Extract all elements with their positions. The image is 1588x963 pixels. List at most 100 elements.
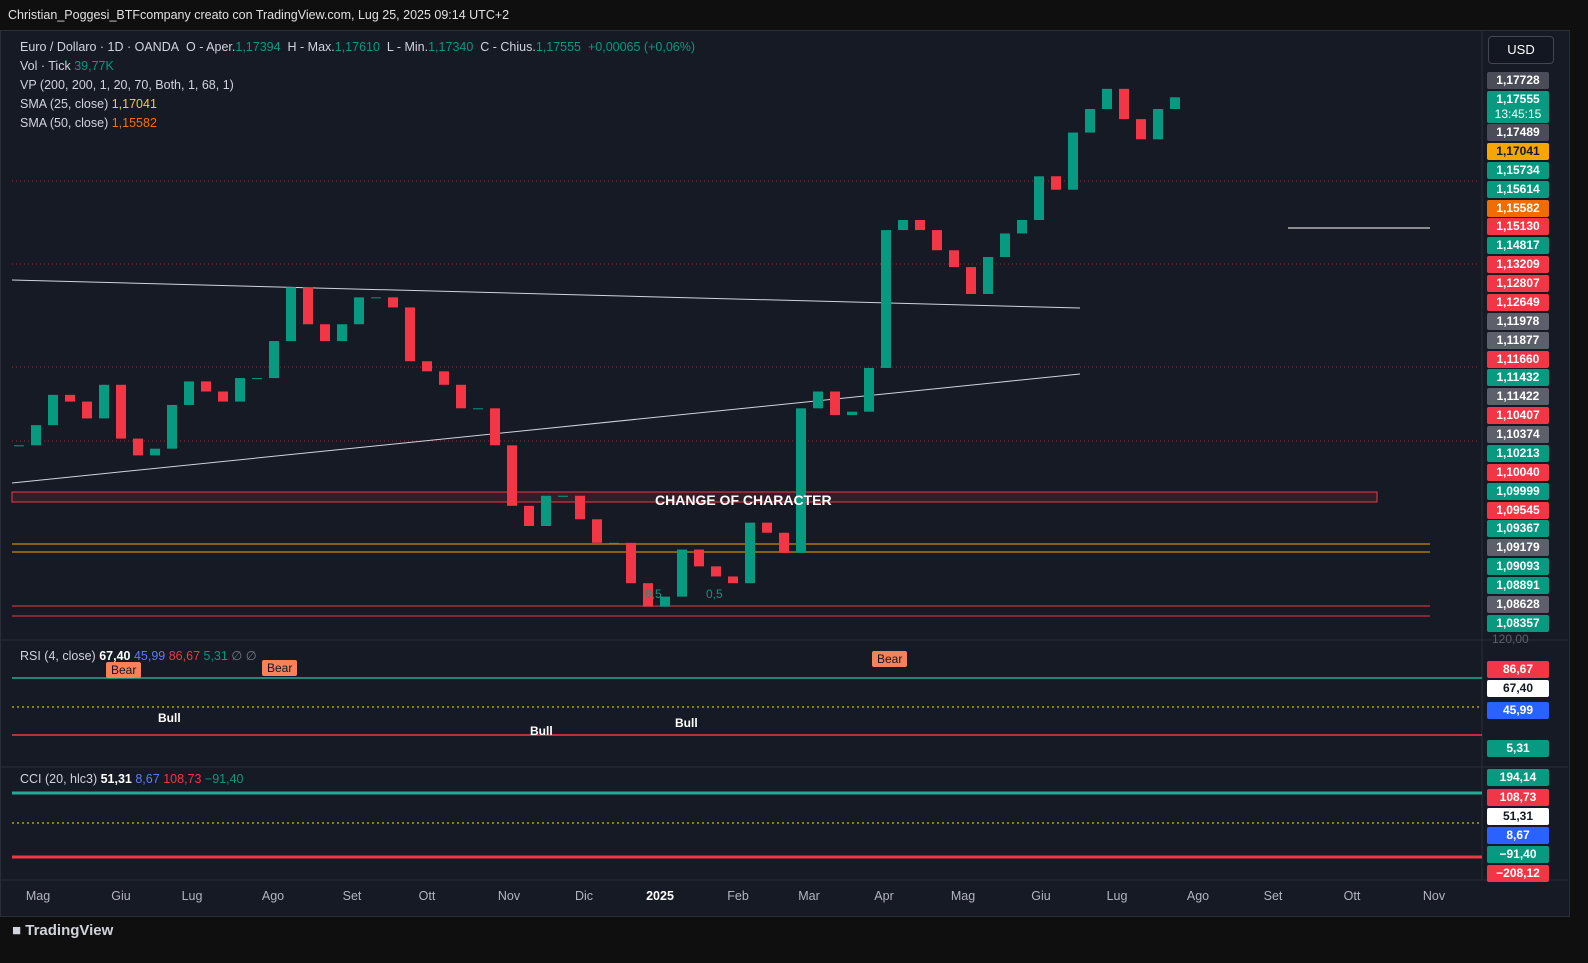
cci-label: 194,14 — [1487, 769, 1549, 786]
candle — [1068, 132, 1078, 190]
currency-button[interactable]: USD — [1488, 36, 1554, 64]
indicator-legend: SMA (50, close) 1,15582 — [20, 116, 157, 130]
cci-label: 51,31 — [1487, 808, 1549, 825]
candle — [1034, 176, 1044, 220]
candle — [966, 267, 976, 294]
candle — [677, 549, 687, 597]
price-label: 1,10213 — [1487, 444, 1549, 462]
price-label: 1,11422 — [1487, 388, 1549, 406]
candle — [847, 411, 857, 416]
candle — [1136, 119, 1146, 140]
price-label: 1,10040 — [1487, 463, 1549, 481]
candle — [1085, 109, 1095, 133]
indicator-legend: Vol · Tick 39,77K — [20, 59, 114, 73]
candle — [711, 566, 721, 577]
time-label: Mar — [798, 889, 820, 903]
price-label: 1,09179 — [1487, 539, 1549, 557]
cci-label: −208,12 — [1487, 865, 1549, 882]
bull-label: Bull — [675, 716, 698, 730]
cci-label: 8,67 — [1487, 827, 1549, 844]
candle — [371, 297, 381, 299]
candle — [133, 438, 143, 456]
candle — [235, 378, 245, 402]
indicator-name: VP (200, 200, 1, 20, 70, Both, 1, 68, 1) — [20, 78, 234, 92]
cci-value: 51,31 — [100, 772, 132, 786]
l-label: L - Min. — [386, 40, 429, 54]
price-label: 1,09999 — [1487, 482, 1549, 500]
time-label: 2025 — [646, 889, 674, 903]
symbol: Euro / Dollaro · 1D · OANDA — [20, 40, 180, 54]
price-label: 1,17489 — [1487, 124, 1549, 141]
time-label: Ago — [261, 889, 285, 903]
time-label: Apr — [874, 889, 894, 903]
candle — [983, 256, 993, 294]
bull-label: Bull — [158, 711, 181, 725]
candle — [626, 542, 636, 584]
candle — [745, 522, 755, 584]
fib-label: 0,5 — [706, 587, 723, 601]
price-label: 1,11877 — [1487, 331, 1549, 349]
price-label: 1,10374 — [1487, 426, 1549, 444]
rsi-label: 86,67 — [1487, 661, 1549, 678]
candle — [320, 324, 330, 342]
cci-label: −91,40 — [1487, 846, 1549, 863]
rsi-name: RSI (4, close) — [20, 649, 96, 663]
candle — [439, 371, 449, 385]
candle — [286, 287, 296, 342]
candle — [1153, 109, 1163, 140]
candle — [1051, 176, 1061, 190]
candle — [82, 401, 92, 419]
candle — [694, 549, 704, 567]
rsi-value: 5,31 — [203, 649, 228, 663]
time-label: Giu — [111, 889, 131, 903]
price-label: 1,15582 — [1487, 199, 1549, 217]
rsi-value: 67,40 — [99, 649, 131, 663]
price-label: 1,12807 — [1487, 275, 1549, 293]
candle — [337, 324, 347, 342]
candle — [116, 384, 126, 439]
time-label: Lug — [181, 889, 203, 903]
candle — [201, 381, 211, 392]
rsi-label: 5,31 — [1487, 740, 1549, 757]
price-label: 1,09367 — [1487, 520, 1549, 538]
indicator-value: 39,77K — [74, 59, 114, 73]
indicator-name: SMA (25, close) — [20, 97, 109, 111]
candle — [575, 495, 585, 520]
price-label: 1,15734 — [1487, 161, 1549, 179]
time-label: Ott — [1343, 889, 1361, 903]
time-label: Giu — [1031, 889, 1051, 903]
o-value: 1,17394 — [235, 40, 281, 54]
candle — [779, 532, 789, 553]
candle — [150, 448, 160, 456]
time-label: Set — [342, 889, 362, 903]
price-label: 1,11432 — [1487, 369, 1549, 387]
time-label: Mag — [25, 889, 51, 903]
candle — [915, 220, 925, 231]
bear-label: Bear — [106, 662, 142, 678]
price-label: 1,10407 — [1487, 407, 1549, 425]
price-label: 1,08357 — [1487, 614, 1549, 632]
levels — [0, 30, 1568, 881]
candle — [1017, 220, 1027, 234]
candle — [796, 408, 806, 553]
l-value: 1,17340 — [428, 40, 474, 54]
candle — [728, 576, 738, 584]
candle — [813, 391, 823, 409]
price-label: 1,12649 — [1487, 293, 1549, 311]
indicator-value: 1,15582 — [111, 116, 157, 130]
price-label: 1,15614 — [1487, 180, 1549, 198]
candle — [14, 445, 24, 447]
candle — [269, 341, 279, 379]
time-label: Ott — [418, 889, 436, 903]
o-label: O - Aper. — [186, 40, 236, 54]
candle — [524, 505, 534, 527]
candle — [864, 367, 874, 412]
price-label: 1,13209 — [1487, 256, 1549, 274]
chart-area — [0, 30, 1570, 917]
c-value: 1,17555 — [535, 40, 582, 54]
candle — [949, 250, 959, 268]
candle — [388, 297, 398, 308]
price-label: 1,17041 — [1487, 142, 1549, 160]
candle — [830, 391, 840, 416]
